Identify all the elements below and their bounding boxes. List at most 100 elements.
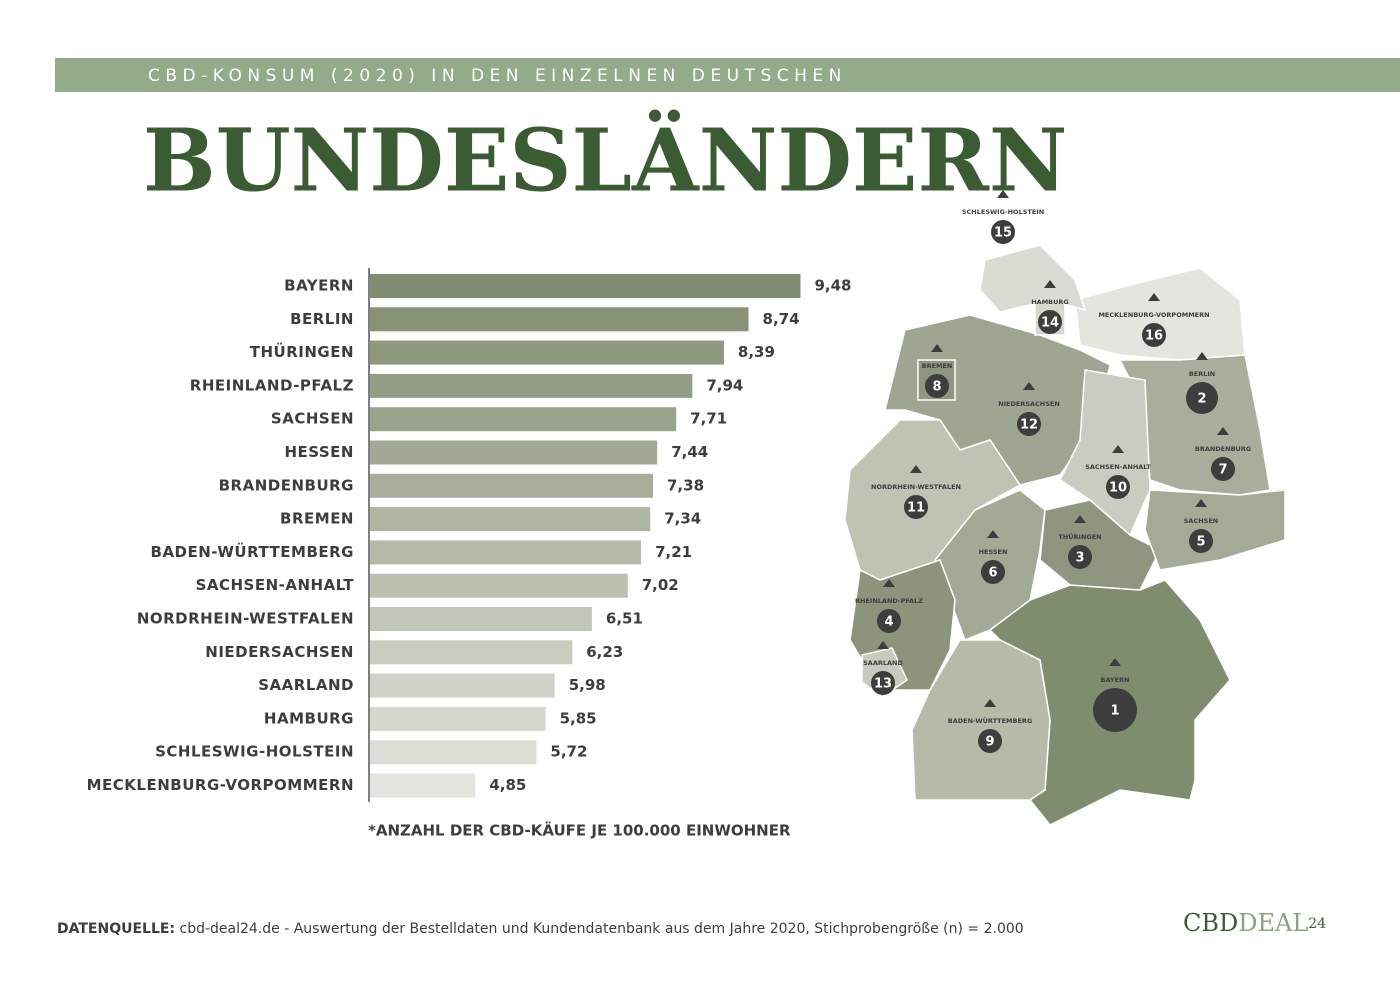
value-label: 5,72 — [550, 743, 587, 761]
source: DATENQUELLE: cbd-deal24.de - Auswertung … — [57, 921, 1024, 937]
map-label: SACHSEN-ANHALT — [1085, 463, 1151, 471]
map-rank: 10 — [1109, 481, 1127, 496]
category-label: MECKLENBURG-VORPOMMERN — [87, 776, 354, 794]
category-label: BRANDENBURG — [219, 476, 354, 494]
pin — [1068, 545, 1092, 569]
category-label: NORDRHEIN-WESTFALEN — [137, 610, 354, 628]
pin — [1142, 323, 1166, 347]
pin-marker — [1217, 427, 1229, 435]
category-label: BADEN-WÜRTTEMBERG — [151, 542, 354, 561]
pin-marker — [984, 699, 996, 707]
bar — [370, 573, 628, 598]
bar — [370, 673, 555, 698]
bar — [370, 507, 651, 532]
pin — [1038, 310, 1062, 334]
map-rank: 16 — [1145, 329, 1163, 344]
category-label: BERLIN — [290, 310, 354, 328]
pin — [1017, 412, 1041, 436]
value-label: 8,39 — [738, 343, 775, 361]
map-rank: 8 — [932, 380, 941, 395]
map-label: NIEDERSACHSEN — [998, 400, 1060, 408]
map-rank: 15 — [994, 226, 1012, 241]
bar — [370, 473, 654, 498]
pin-marker — [1196, 352, 1208, 360]
source-text: cbd-deal24.de - Auswertung der Bestellda… — [180, 921, 1024, 937]
value-label: 7,44 — [671, 443, 708, 461]
bar — [370, 373, 693, 398]
pin-marker — [910, 465, 922, 473]
map-label: BADEN-WÜRTTEMBERG — [948, 716, 1033, 725]
map-rank: 2 — [1197, 392, 1206, 407]
map-region — [1144, 489, 1286, 571]
bar — [370, 440, 658, 465]
category-label: SAARLAND — [258, 676, 354, 694]
map-label: RHEINLAND-PFALZ — [855, 597, 923, 605]
category-label: HAMBURG — [264, 709, 354, 727]
pin — [1189, 529, 1213, 553]
value-label: 4,85 — [489, 776, 526, 794]
map-rank: 14 — [1041, 316, 1059, 331]
map-region — [1039, 499, 1162, 591]
pin-marker — [1109, 658, 1121, 666]
map-label: THÜRINGEN — [1058, 532, 1101, 541]
bar — [370, 640, 573, 665]
pin-marker — [1112, 445, 1124, 453]
pin-marker — [1044, 280, 1056, 288]
category-label: SCHLESWIG-HOLSTEIN — [155, 743, 354, 761]
category-label: SACHSEN — [271, 410, 354, 428]
header-title: BUNDESLÄNDERN — [143, 110, 1068, 212]
map-label: BAYERN — [1101, 676, 1130, 684]
map-label: MECKLENBURG-VORPOMMERN — [1098, 311, 1209, 319]
map-rank: 11 — [907, 501, 925, 516]
map-label: SAARLAND — [863, 659, 903, 667]
pin — [978, 729, 1002, 753]
map-region — [844, 419, 1022, 581]
category-label: NIEDERSACHSEN — [205, 643, 354, 661]
category-label: BREMEN — [280, 510, 354, 528]
map-label: NORDRHEIN-WESTFALEN — [871, 483, 961, 491]
pin-marker — [1023, 382, 1035, 390]
value-label: 6,51 — [606, 610, 643, 628]
map-label: BREMEN — [922, 362, 953, 370]
logo-part: 24 — [1308, 916, 1326, 932]
map-rank: 6 — [988, 566, 997, 581]
value-label: 9,48 — [814, 277, 851, 295]
map-rank: 4 — [884, 615, 893, 630]
value-label: 5,98 — [569, 676, 606, 694]
bar — [370, 307, 749, 332]
header-kicker: CBD-KONSUM (2020) IN DEN EINZELNEN DEUTS… — [148, 66, 847, 86]
bar — [370, 407, 677, 432]
map-rank: 1 — [1110, 704, 1119, 719]
map-rank: 5 — [1196, 535, 1205, 550]
value-label: 7,34 — [664, 510, 701, 528]
value-label: 7,71 — [690, 410, 727, 428]
pin-marker — [1148, 293, 1160, 301]
map-label: HAMBURG — [1031, 298, 1069, 306]
bar — [370, 706, 546, 731]
value-label: 8,74 — [763, 310, 800, 328]
category-label: HESSEN — [284, 443, 354, 461]
value-label: 5,85 — [560, 709, 597, 727]
pin-marker — [877, 641, 889, 649]
value-label: 7,94 — [706, 376, 743, 394]
bar — [370, 607, 592, 631]
value-label: 6,23 — [586, 643, 623, 661]
category-label: RHEINLAND-PFALZ — [190, 376, 354, 394]
pin — [981, 560, 1005, 584]
value-label: 7,02 — [642, 576, 679, 594]
pin — [904, 495, 928, 519]
category-label: THÜRINGEN — [250, 342, 354, 361]
map-rank: 13 — [874, 677, 892, 692]
map-rank: 9 — [985, 735, 994, 750]
map-label: SACHSEN — [1184, 517, 1218, 525]
pin-marker — [1074, 515, 1086, 523]
logo-part: DEAL — [1238, 909, 1308, 937]
map-label: BERLIN — [1189, 370, 1215, 378]
pin — [1211, 457, 1235, 481]
category-label: SACHSEN-ANHALT — [196, 576, 355, 594]
map-rank: 12 — [1020, 418, 1038, 433]
pin — [925, 374, 949, 398]
map-region — [979, 244, 1087, 313]
pin — [871, 671, 895, 695]
